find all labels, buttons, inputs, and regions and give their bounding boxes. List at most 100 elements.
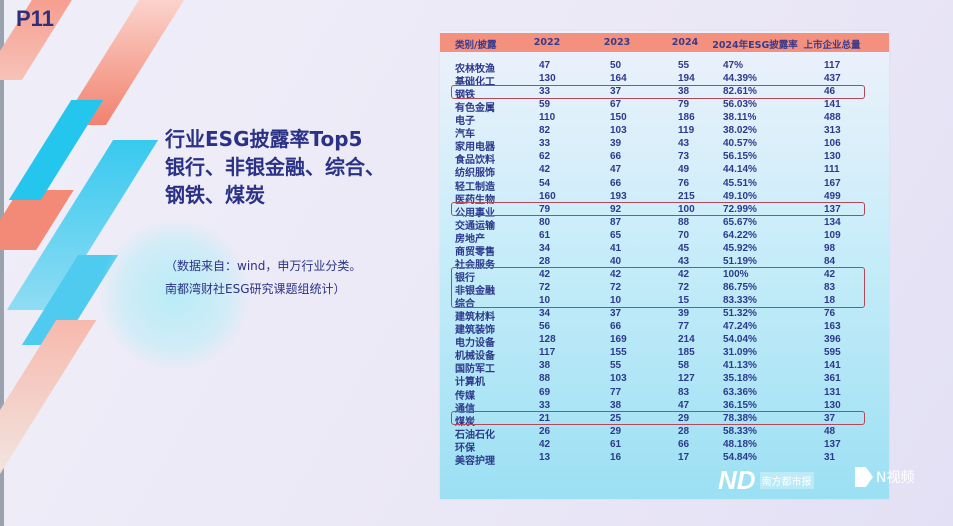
table-cell: 167: [824, 177, 841, 189]
industry-name: 非银金融: [455, 286, 495, 298]
table-cell: 62: [539, 151, 551, 163]
table-cell: 79: [678, 99, 690, 111]
table-header: 类别/披露 2022 2023 2024 2024年ESG披露率 上市企业总量: [440, 33, 889, 52]
table-cell: 44.14%: [723, 164, 757, 176]
table-cell: 186: [678, 112, 695, 124]
table-cell: 84: [824, 255, 836, 267]
table-cell: 111: [824, 164, 840, 176]
decor-stripe: [0, 320, 97, 500]
table-cell: 70: [678, 229, 690, 241]
industry-name: 轻工制造: [455, 181, 495, 193]
table-cell: 214: [678, 334, 695, 346]
table-cell: 72: [610, 282, 622, 294]
disclosure-table: 类别/披露 2022 2023 2024 2024年ESG披露率 上市企业总量 农林牧渔 4…: [440, 31, 889, 499]
column-header: 上市企业总量: [803, 40, 861, 51]
table-cell: 130: [824, 399, 841, 411]
table-cell: 595: [824, 347, 841, 359]
table-cell: 163: [824, 321, 841, 333]
table-cell: 16: [610, 451, 622, 463]
table-cell: 41.13%: [723, 360, 757, 372]
table-cell: 45.92%: [723, 242, 757, 254]
industry-name: 美容护理: [455, 455, 495, 467]
table-cell: 38: [539, 360, 551, 372]
industry-name: 家用电器: [455, 142, 495, 154]
table-cell: 31.09%: [723, 347, 757, 359]
table-cell: 361: [824, 373, 841, 385]
table-cell: 83.33%: [723, 295, 757, 307]
table-cell: 34: [539, 308, 551, 320]
table-cell: 88: [678, 216, 690, 228]
table-cell: 29: [678, 412, 690, 424]
table-cell: 56: [539, 321, 551, 333]
industry-name: 传媒: [455, 390, 475, 402]
table-cell: 58.33%: [723, 425, 757, 437]
table-cell: 98: [824, 242, 836, 254]
table-cell: 66: [610, 177, 622, 189]
table-cell: 39: [610, 138, 622, 150]
table-cell: 15: [678, 295, 690, 307]
table-cell: 141: [824, 99, 841, 111]
video-label: N视频: [876, 470, 915, 486]
table-cell: 164: [610, 73, 627, 85]
table-cell: 100%: [723, 268, 749, 280]
table-cell: 117: [824, 60, 841, 71]
table-cell: 103: [610, 125, 627, 137]
table-cell: 61: [610, 438, 622, 450]
table-cell: 66: [610, 321, 622, 333]
note-line: 南都湾财社ESG研究课题组统计）: [165, 282, 346, 296]
table-cell: 155: [610, 347, 627, 359]
table-cell: 41: [610, 242, 622, 254]
table-cell: 33: [539, 86, 551, 98]
table-cell: 137: [824, 203, 841, 215]
table-cell: 80: [539, 216, 551, 228]
table-cell: 100: [678, 203, 695, 215]
table-cell: 78.38%: [723, 412, 757, 424]
industry-name: 电子: [455, 116, 475, 128]
table-cell: 215: [678, 190, 695, 202]
table-cell: 313: [824, 125, 841, 137]
table-cell: 193: [610, 190, 627, 202]
table-cell: 54.04%: [723, 334, 757, 346]
table-cell: 39: [678, 308, 690, 320]
industry-name: 电力设备: [455, 338, 495, 350]
table-cell: 13: [539, 451, 551, 463]
source-note: （数据来自：wind，申万行业分类。 南都湾财社ESG研究课题组统计）: [165, 255, 361, 301]
table-cell: 29: [610, 425, 622, 437]
table-cell: 119: [678, 125, 695, 137]
table-cell: 66: [678, 438, 690, 450]
table-cell: 42: [539, 164, 551, 176]
table-cell: 55: [678, 60, 690, 71]
table-cell: 48: [824, 425, 836, 437]
table-cell: 42: [678, 268, 690, 280]
table-cell: 64.22%: [723, 229, 757, 241]
table-cell: 37: [824, 412, 836, 424]
industry-name: 有色金属: [455, 103, 495, 115]
table-cell: 51.32%: [723, 308, 757, 320]
table-cell: 134: [824, 216, 841, 228]
nd-text: 南方都市报: [759, 472, 814, 489]
table-cell: 77: [678, 321, 690, 333]
table-cell: 76: [824, 308, 836, 320]
table-cell: 38: [678, 86, 690, 98]
industry-name: 商贸零售: [455, 246, 495, 258]
table-cell: 127: [678, 373, 695, 385]
table-cell: 63.36%: [723, 386, 757, 398]
play-icon: [855, 467, 873, 487]
industry-name: 银行: [455, 272, 475, 284]
window-edge: [0, 0, 4, 526]
column-header: 2023: [603, 37, 631, 48]
table-cell: 69: [539, 386, 551, 398]
table-cell: 72.99%: [723, 203, 757, 215]
highlight-box: [451, 202, 865, 217]
highlight-box: [451, 84, 865, 99]
table-cell: 141: [824, 360, 841, 372]
table-cell: 137: [824, 438, 841, 450]
table-cell: 51.19%: [723, 255, 757, 267]
table-cell: 88: [539, 373, 551, 385]
table-cell: 150: [610, 112, 627, 124]
table-cell: 128: [539, 334, 556, 346]
nd-logo: ND: [718, 465, 756, 495]
table-cell: 185: [678, 347, 695, 359]
table-cell: 117: [539, 347, 556, 359]
table-cell: 28: [539, 255, 551, 267]
